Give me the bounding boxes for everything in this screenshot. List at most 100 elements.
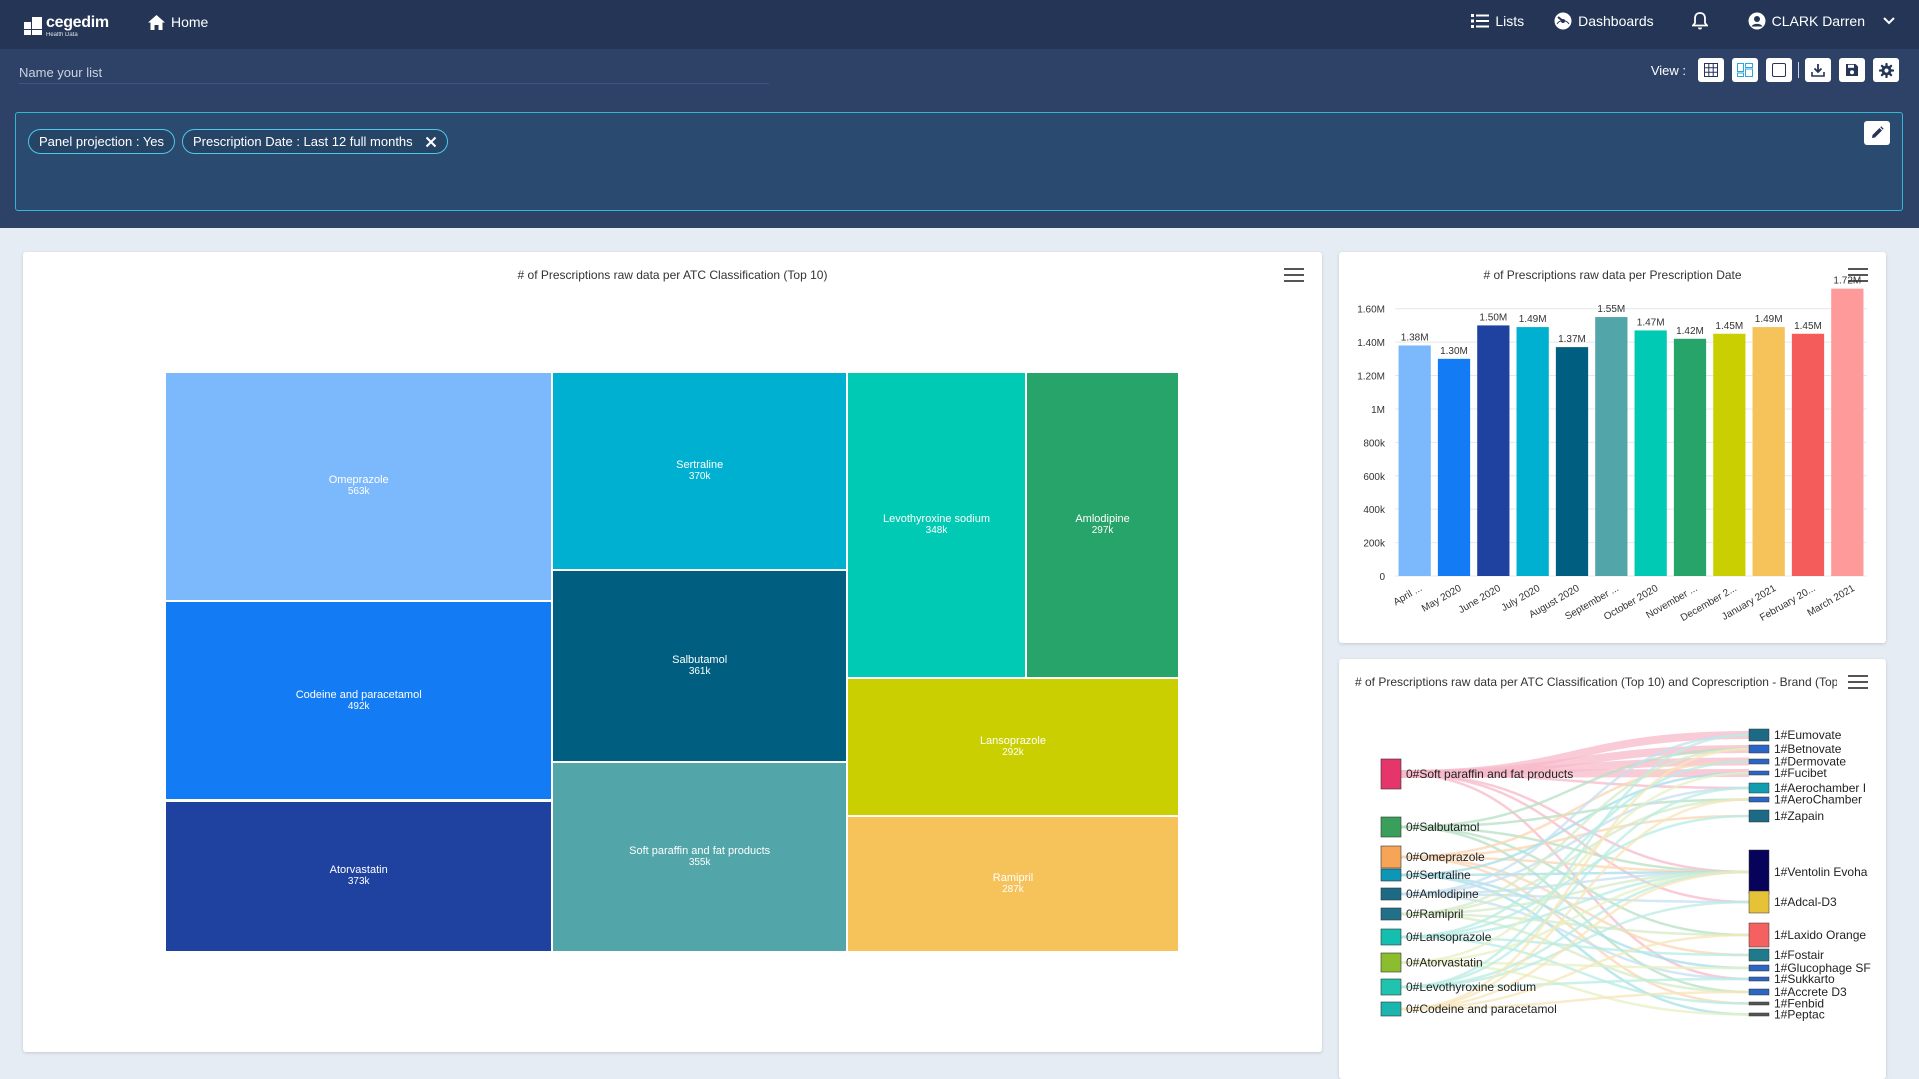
sankey-link[interactable]	[1400, 935, 1750, 1005]
user-menu[interactable]: CLARK Darren	[1748, 12, 1895, 30]
bar-march-2021[interactable]	[1831, 288, 1864, 576]
bar-april[interactable]	[1398, 345, 1431, 576]
treemap-cell-amlodipine[interactable]: Amlodipine 297k	[1026, 372, 1179, 678]
sankey-link[interactable]	[1400, 912, 1750, 937]
save-button[interactable]	[1839, 58, 1865, 82]
treemap-cell-levothyroxine-sodium[interactable]: Levothyroxine sodium 348k	[846, 372, 1027, 678]
treemap-cell-lansoprazole[interactable]: Lansoprazole 292k	[846, 677, 1179, 816]
bar-may-2020[interactable]	[1437, 358, 1471, 576]
sankey-target-node-1-fostair[interactable]	[1748, 948, 1770, 962]
sankey-link[interactable]	[1400, 733, 1750, 896]
sankey-source-node-0-soft-paraffin-and-fat-products[interactable]	[1380, 758, 1402, 790]
sankey-link[interactable]	[1400, 912, 1750, 994]
sankey-link[interactable]	[1400, 814, 1750, 859]
sankey-link[interactable]	[1400, 990, 1750, 1011]
bar-january-2021[interactable]	[1752, 327, 1785, 576]
sankey-link[interactable]	[1400, 798, 1750, 916]
sankey-link[interactable]	[1400, 900, 1750, 989]
bar-september[interactable]	[1595, 317, 1628, 576]
download-button[interactable]	[1805, 58, 1831, 82]
sankey-link[interactable]	[1400, 892, 1750, 981]
sankey-link[interactable]	[1400, 772, 1750, 904]
sankey-link[interactable]	[1400, 786, 1750, 989]
filter-chip-panel-projection[interactable]: Panel projection : Yes	[28, 129, 176, 154]
cegedim-logo[interactable]: cegedim Health Data	[24, 14, 109, 38]
bar-february-20[interactable]	[1791, 333, 1825, 576]
sankey-link[interactable]	[1400, 935, 1750, 957]
sankey-target-node-1-laxido-orange[interactable]	[1748, 922, 1770, 948]
treemap-cell-omeprazole[interactable]: Omeprazole 563k	[165, 372, 553, 601]
sankey-link[interactable]	[1400, 961, 1750, 970]
treemap-menu-button[interactable]	[1284, 268, 1304, 282]
treemap-cell-atorvastatin[interactable]: Atorvastatin 373k	[165, 800, 553, 952]
sankey-target-node-1-aerochamber-i[interactable]	[1748, 782, 1770, 794]
filter-chip-prescription-date[interactable]: Prescription Date : Last 12 full months	[182, 129, 448, 154]
sankey-target-node-1-zapain[interactable]	[1748, 809, 1770, 823]
grid-view-button[interactable]	[1698, 58, 1724, 82]
nav-lists-link[interactable]: Lists	[1471, 13, 1524, 29]
sankey-source-node-0-codeine-and-paracetamol[interactable]	[1380, 1001, 1402, 1017]
sankey-link[interactable]	[1400, 747, 1750, 916]
sankey-source-node-0-ramipril[interactable]	[1380, 907, 1402, 921]
sankey-target-node-1-betnovate[interactable]	[1748, 744, 1770, 754]
sankey-target-node-1-sukkarto[interactable]	[1748, 976, 1770, 982]
list-name-input[interactable]	[19, 61, 769, 84]
sankey-link[interactable]	[1400, 747, 1750, 829]
treemap-cell-salbutamol[interactable]: Salbutamol 361k	[552, 569, 847, 763]
sankey-target-node-1-adcal-d3[interactable]	[1748, 890, 1770, 914]
dashboard-view-button[interactable]	[1732, 58, 1758, 82]
sankey-link[interactable]	[1400, 977, 1750, 989]
sankey-link[interactable]	[1400, 825, 1750, 994]
single-view-button[interactable]	[1766, 58, 1792, 82]
sankey-target-node-1-glucophage-sf[interactable]	[1748, 964, 1770, 972]
sankey-source-node-0-amlodipine[interactable]	[1380, 887, 1402, 901]
bar-december-2[interactable]	[1713, 333, 1746, 576]
sankey-link[interactable]	[1400, 771, 1750, 964]
sankey-link[interactable]	[1400, 892, 1750, 904]
sankey-target-node-1-peptac[interactable]	[1748, 1012, 1770, 1017]
sankey-target-node-1-fenbid[interactable]	[1748, 1001, 1770, 1006]
sankey-link[interactable]	[1400, 786, 1750, 896]
sankey-target-node-1-accrete-d3[interactable]	[1748, 988, 1770, 996]
bar-june-2020[interactable]	[1477, 325, 1510, 576]
sankey-link[interactable]	[1400, 933, 1750, 1011]
sankey-link[interactable]	[1400, 870, 1750, 1011]
treemap-cell-sertraline[interactable]: Sertraline 370k	[552, 372, 847, 570]
bar-august-2020[interactable]	[1555, 347, 1589, 576]
sankey-source-node-0-levothyroxine-sodium[interactable]	[1380, 978, 1402, 996]
sankey-link[interactable]	[1400, 798, 1750, 1011]
sankey-link[interactable]	[1400, 760, 1750, 859]
sankey-link[interactable]	[1400, 733, 1750, 989]
sankey-target-node-1-eumovate[interactable]	[1748, 728, 1770, 742]
sankey-link[interactable]	[1400, 814, 1750, 939]
sankey-link[interactable]	[1400, 961, 1750, 1016]
nav-dashboards-link[interactable]: Dashboards	[1554, 12, 1654, 30]
sankey-target-node-1-fucibet[interactable]	[1748, 770, 1770, 776]
bar-october-2020[interactable]	[1634, 330, 1667, 576]
sankey-link[interactable]	[1400, 771, 1750, 877]
notifications-button[interactable]	[1691, 12, 1708, 30]
settings-button[interactable]	[1873, 58, 1899, 82]
remove-filter-button[interactable]	[425, 136, 437, 148]
sankey-link[interactable]	[1400, 747, 1750, 1011]
sankey-link[interactable]	[1400, 760, 1750, 939]
bar-november[interactable]	[1673, 338, 1707, 576]
nav-home-link[interactable]: Home	[148, 14, 208, 30]
sankey-menu-button[interactable]	[1848, 675, 1868, 689]
sankey-source-node-0-lansoprazole[interactable]	[1380, 928, 1402, 946]
treemap-cell-codeine-and-paracetamol[interactable]: Codeine and paracetamol 492k	[165, 600, 553, 801]
sankey-target-node-1-dermovate[interactable]	[1748, 758, 1770, 765]
sankey-source-node-0-salbutamol[interactable]	[1380, 816, 1402, 838]
sankey-link[interactable]	[1400, 873, 1750, 970]
bar-chart-menu-button[interactable]	[1848, 268, 1868, 282]
sankey-source-node-0-omeprazole[interactable]	[1380, 845, 1402, 869]
edit-filters-button[interactable]	[1864, 121, 1890, 145]
treemap-cell-ramipril[interactable]: Ramipril 287k	[846, 816, 1179, 952]
bar-july-2020[interactable]	[1516, 327, 1549, 576]
treemap-cell-soft-paraffin-and-fat-products[interactable]: Soft paraffin and fat products 355k	[552, 762, 847, 952]
sankey-target-node-1-aerochamber[interactable]	[1748, 796, 1770, 803]
sankey-target-node-1-ventolin-evoha[interactable]	[1748, 849, 1770, 895]
sankey-link[interactable]	[1400, 772, 1750, 790]
sankey-source-node-0-sertraline[interactable]	[1380, 868, 1402, 882]
sankey-source-node-0-atorvastatin[interactable]	[1380, 952, 1402, 973]
